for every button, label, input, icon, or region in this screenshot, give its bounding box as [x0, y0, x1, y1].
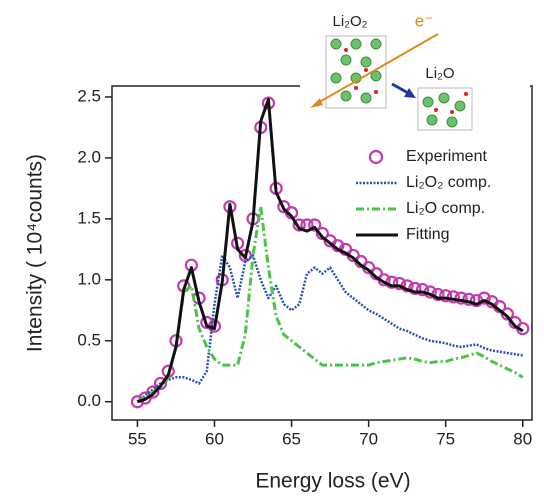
chart: Energy loss (eV) Intensity ( 10⁴counts) … [0, 0, 544, 500]
inset: Li₂O₂ e⁻ Li₂O [300, 0, 530, 140]
y-tick-label: 1.5 [77, 208, 101, 227]
y-tick-label: 2.5 [77, 86, 101, 105]
y-axis-label: Intensity ( 10⁴counts) [24, 154, 47, 352]
x-tick-label: 65 [282, 429, 301, 448]
legend-label: Li₂O₂ comp. [406, 174, 491, 191]
y-tick-label: 0.5 [77, 330, 101, 349]
x-tick-label: 70 [359, 429, 378, 448]
legend-label: Fitting [406, 226, 450, 243]
inset-label: Li₂O [425, 65, 454, 82]
x-tick-label: 60 [205, 429, 224, 448]
legend-marker [370, 151, 382, 163]
legend-label: Experiment [406, 148, 487, 165]
legend: Experiment Li₂O₂ comp. Li₂O comp. Fitting [356, 148, 491, 243]
data-line [137, 255, 522, 401]
x-tick-label: 75 [436, 429, 455, 448]
y-tick-label: 1.0 [77, 269, 101, 288]
plot-area [132, 98, 528, 408]
x-tick-label: 80 [513, 429, 532, 448]
x-axis-label: Energy loss (eV) [255, 470, 410, 493]
legend-label: Li₂O comp. [406, 200, 485, 217]
y-tick-label: 0.0 [77, 391, 101, 410]
x-tick-label: 55 [128, 429, 147, 448]
y-tick-label: 2.0 [77, 147, 101, 166]
inset-label: Li₂O₂ [333, 13, 368, 30]
inset-label: e⁻ [415, 11, 433, 30]
